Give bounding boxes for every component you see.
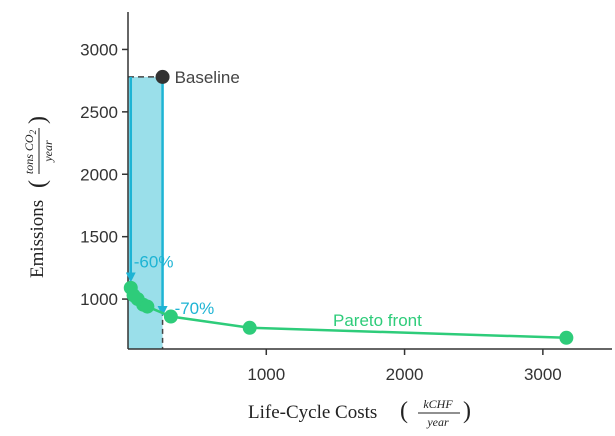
y-axis-label-close-paren: )	[25, 116, 51, 124]
y-axis-label-main: Emissions	[27, 200, 48, 278]
y-tick-label: 2000	[80, 165, 118, 184]
y-tick-label: 1000	[80, 290, 118, 309]
y-axis-unit-denominator: year	[41, 140, 55, 163]
x-axis-label-open-paren: (	[400, 398, 408, 424]
reduction-label-60: -60%	[134, 252, 174, 271]
x-tick-label: 1000	[247, 365, 285, 384]
reduction-label-70: -70%	[175, 299, 215, 318]
pareto-point	[242, 320, 257, 335]
pareto-front-label: Pareto front	[333, 311, 422, 330]
y-axis-label-open-paren: (	[25, 180, 51, 188]
x-tick-label: 2000	[386, 365, 424, 384]
x-axis-unit-denominator: year	[426, 415, 449, 429]
x-axis-unit-numerator: kCHF	[423, 397, 453, 411]
x-axis-label-close-paren: )	[463, 398, 471, 424]
plot-area: 1000 1500 2000 2500 3000 1000 2000 3000 Baseline…	[80, 12, 612, 384]
y-tick-label: 2500	[80, 103, 118, 122]
x-axis-label-main: Life-Cycle Costs	[248, 402, 377, 423]
pareto-point	[140, 299, 155, 314]
y-axis-unit-subscript: 2	[28, 129, 38, 134]
axis-labels: Life-Cycle Costs ( kCHF year) Emissions ( tons…	[22, 116, 471, 429]
baseline-point	[155, 69, 170, 84]
y-tick-label: 3000	[80, 40, 118, 59]
x-tick-label: 3000	[524, 365, 562, 384]
baseline-label: Baseline	[175, 68, 240, 87]
y-tick-label: 1500	[80, 228, 118, 247]
pareto-point	[163, 309, 178, 324]
y-axis-unit-numerator: tons CO2	[22, 129, 38, 174]
pareto-point	[559, 330, 574, 345]
